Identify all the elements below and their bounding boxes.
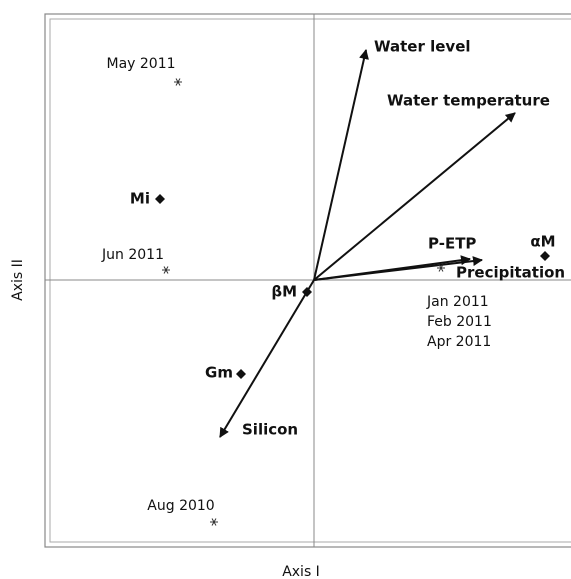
vector-label: Water temperature <box>387 92 550 110</box>
point-diamond <box>540 251 550 261</box>
x-axis-label: Axis I <box>282 564 320 579</box>
point-diamond <box>155 194 165 204</box>
point-star <box>437 264 445 272</box>
point-star <box>210 518 218 526</box>
vector-arrow <box>313 256 483 281</box>
vector-arrow <box>313 49 369 281</box>
vector-label: Water level <box>374 38 471 56</box>
point-diamond <box>302 287 312 297</box>
point-label: Apr 2011 <box>427 334 491 350</box>
point-label: Jan 2011 <box>426 294 489 310</box>
point-label: May 2011 <box>106 56 175 72</box>
point-label: Aug 2010 <box>147 498 214 514</box>
vector-arrow <box>313 112 516 281</box>
point-label: Jun 2011 <box>101 247 164 263</box>
y-axis-label: Axis II <box>10 259 26 301</box>
point-label: Feb 2011 <box>427 314 492 330</box>
point-label: Gm <box>205 364 233 382</box>
point-label: βM <box>271 283 297 301</box>
point-diamond <box>236 369 246 379</box>
vector-label: Precipitation <box>456 264 565 282</box>
point-label: Mi <box>130 190 150 208</box>
vector-arrow <box>219 279 315 438</box>
point-star <box>174 78 182 86</box>
vector-label: Silicon <box>242 421 298 439</box>
vector-label: P-ETP <box>428 235 476 253</box>
point-label: αM <box>530 233 555 251</box>
point-star <box>162 266 170 274</box>
